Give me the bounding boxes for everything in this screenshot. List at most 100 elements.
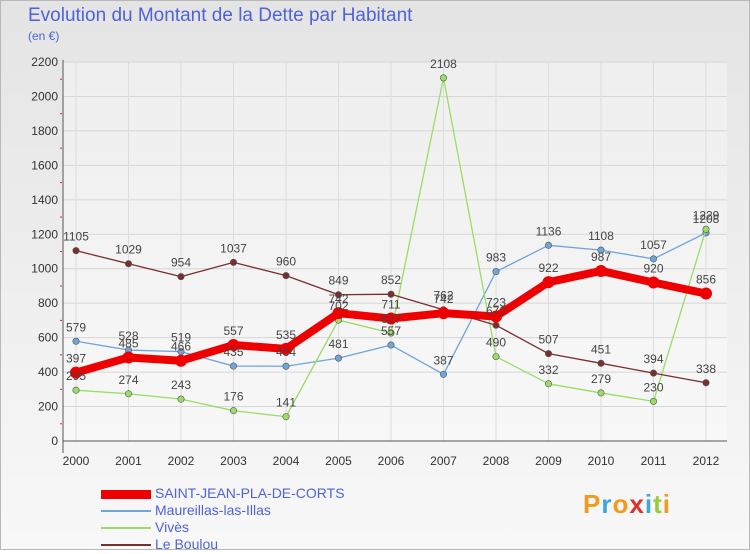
data-point	[702, 379, 710, 387]
data-point	[544, 241, 552, 249]
data-label: 141	[276, 396, 296, 410]
y-tick-label: 200	[38, 400, 58, 414]
x-tick-label: 2003	[220, 454, 247, 468]
data-point	[439, 74, 447, 82]
x-axis: 2000 2001 2002 2003 2004 2005 2006 2007 2008 2009…	[63, 62, 720, 468]
data-label: 2108	[430, 57, 457, 71]
data-point	[437, 307, 450, 320]
data-label: 672	[486, 304, 506, 318]
legend-label: Le Boulou	[155, 536, 219, 552]
data-label: 490	[486, 336, 506, 350]
data-label: 627	[381, 312, 401, 326]
proxiti-logo: Proxiti	[583, 489, 671, 520]
x-tick-label: 2000	[63, 454, 90, 468]
data-label: 762	[433, 289, 453, 303]
data-label: 332	[538, 363, 558, 377]
data-point	[230, 258, 238, 266]
data-label: 274	[118, 373, 138, 387]
data-label: 1029	[115, 243, 142, 257]
data-label: 954	[171, 256, 191, 270]
data-label: 1105	[63, 230, 89, 244]
data-label: 1037	[220, 241, 247, 255]
data-label: 920	[643, 262, 663, 276]
data-point	[334, 354, 342, 362]
data-point	[490, 310, 502, 323]
legend-label: Maureillas-las-Illas	[155, 502, 271, 518]
data-label: 435	[223, 345, 243, 359]
series-3	[72, 247, 710, 387]
y-tick-label: 1600	[31, 158, 58, 172]
data-point	[702, 225, 710, 233]
legend-label: Vivès	[155, 519, 189, 535]
data-point	[334, 291, 342, 299]
legend-swatch	[101, 489, 151, 499]
data-label: 466	[171, 340, 191, 354]
x-tick-label: 2001	[115, 454, 142, 468]
series-labels-1: 579 528 519 435 434 481 557 387 983 1136 1108 1057 1…	[66, 212, 720, 367]
chart-title: Evolution du Montant de la Dette par Hab…	[28, 5, 413, 26]
data-point	[227, 339, 240, 352]
data-label: 535	[276, 328, 296, 342]
y-tick-label: 1000	[31, 262, 58, 276]
data-point	[72, 337, 80, 345]
y-tick-label: 0	[51, 434, 58, 448]
data-label: 397	[66, 352, 86, 366]
x-tick-label: 2008	[483, 454, 510, 468]
data-label: 338	[696, 362, 716, 376]
data-label: 987	[591, 250, 611, 264]
y-tick-label: 1400	[31, 193, 58, 207]
logo-letter: x	[629, 489, 645, 519]
data-label: 434	[276, 345, 296, 359]
data-point	[649, 255, 657, 263]
x-tick-label: 2005	[325, 454, 352, 468]
data-point	[492, 353, 500, 361]
data-point	[122, 351, 135, 364]
y-tick-label: 2200	[31, 55, 58, 69]
data-point	[175, 354, 187, 367]
data-point	[177, 395, 185, 403]
data-point	[595, 264, 607, 277]
data-point	[597, 389, 605, 397]
data-label: 711	[381, 298, 400, 312]
logo-letter: r	[601, 489, 613, 519]
data-label: 243	[171, 378, 191, 392]
data-point	[492, 321, 500, 329]
data-label: 295	[66, 369, 86, 383]
data-point	[439, 370, 447, 378]
data-label: 1229	[693, 208, 720, 222]
data-label: 387	[433, 353, 453, 367]
data-label: 1108	[588, 229, 614, 243]
series-0	[70, 264, 712, 379]
data-point	[332, 307, 345, 320]
data-label: 856	[696, 273, 716, 287]
data-point	[649, 397, 657, 405]
y-axis: 0 200 400 600 800 1000 1200 1400 1600 1800 2000 220…	[31, 55, 727, 448]
logo-letter: o	[612, 489, 630, 519]
data-point	[700, 287, 712, 300]
x-tick-label: 2002	[168, 454, 195, 468]
data-point	[282, 362, 290, 370]
data-label: 451	[591, 342, 611, 356]
y-tick-label: 400	[38, 365, 58, 379]
y-tick-label: 600	[38, 331, 58, 345]
data-label: 849	[328, 274, 348, 288]
logo-letter: i	[644, 489, 654, 519]
series-labels-0: 397 485 466 557 535 742 711 742 723 922 987 920 856	[66, 250, 716, 366]
data-label: 742	[328, 292, 348, 306]
data-label: 394	[643, 352, 663, 366]
data-point	[125, 260, 133, 268]
data-label: 922	[538, 261, 558, 275]
data-label: 742	[433, 292, 453, 306]
data-point	[282, 272, 290, 280]
data-label: 557	[381, 324, 401, 338]
data-point	[544, 350, 552, 358]
x-tick-label: 2004	[273, 454, 300, 468]
logo-letter: P	[583, 489, 602, 519]
x-tick-label: 2011	[641, 454, 667, 468]
x-tick-label: 2006	[378, 454, 405, 468]
data-label: 279	[591, 372, 611, 386]
data-label: 1057	[640, 238, 667, 252]
data-point	[544, 380, 552, 388]
legend-label: SAINT-JEAN-PLA-DE-CORTS	[155, 485, 345, 501]
data-point	[280, 342, 292, 355]
